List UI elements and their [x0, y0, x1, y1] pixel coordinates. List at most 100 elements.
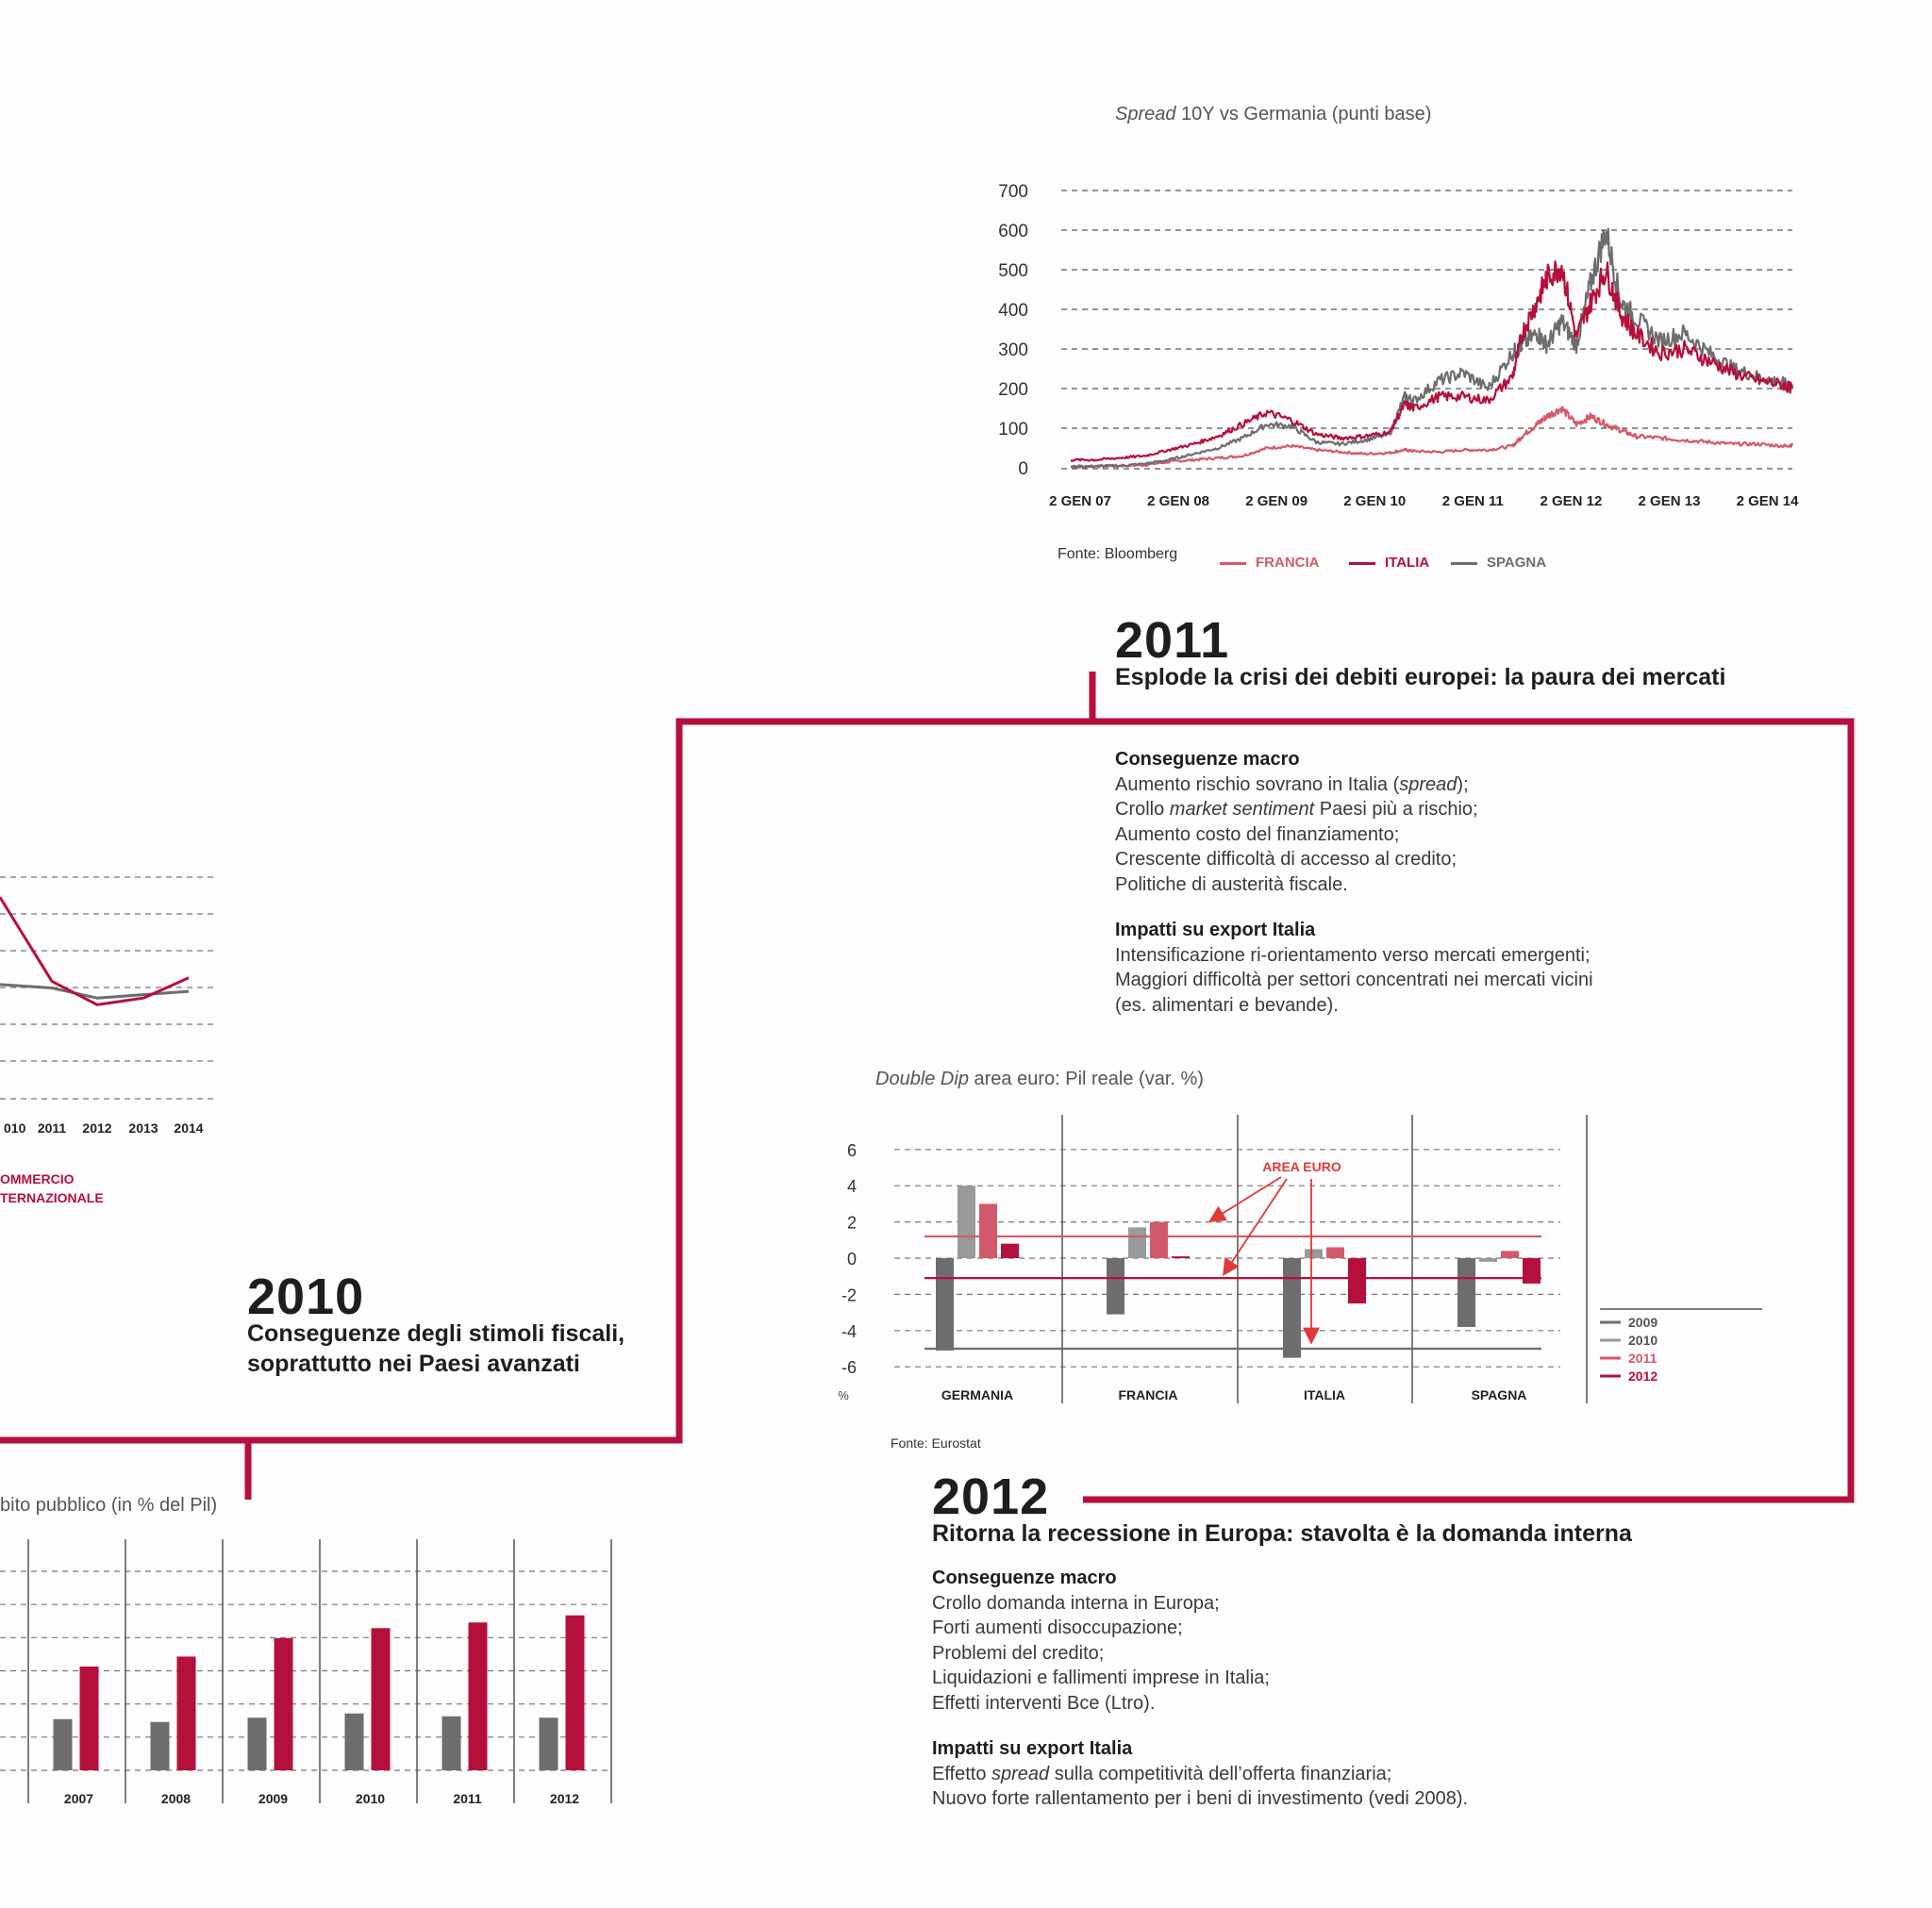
headline-2010: Conseguenze degli stimoli fiscali, sopra…	[247, 1319, 625, 1379]
legend-spagna: SPAGNA	[1451, 555, 1546, 571]
macro-line: Forti aumenti disoccupazione;	[932, 1618, 1183, 1638]
x-tick-label: 2009	[258, 1791, 288, 1806]
y-tick-label: 4	[847, 1177, 857, 1196]
macro-line: Aumento rischio sovrano in Italia (sprea…	[1115, 773, 1469, 795]
y-tick-label: 6	[847, 1141, 857, 1160]
bar-2009	[936, 1258, 954, 1351]
bar-2012	[1348, 1258, 1366, 1303]
x-tick-label: SPAGNA	[1472, 1387, 1527, 1402]
bar-gray	[441, 1716, 461, 1770]
legend-label-2012: 2012	[1628, 1369, 1657, 1384]
headline-2010-line2: soprattutto nei Paesi avanzati	[247, 1351, 580, 1377]
headline-2011: Esplode la crisi dei debiti europei: la …	[1115, 664, 1726, 690]
bar-2012	[1001, 1243, 1019, 1258]
y-tick-label: 500	[998, 261, 1028, 281]
x-tick-label: 2014	[174, 1120, 203, 1136]
headline-2010-line1: Conseguenze degli stimoli fiscali,	[247, 1320, 625, 1347]
bar-gray	[539, 1717, 558, 1770]
year-2012: 2012	[932, 1468, 1050, 1525]
bar-gray	[344, 1713, 364, 1770]
legend-label-2009: 2009	[1628, 1315, 1657, 1330]
bar-crimson	[371, 1628, 391, 1770]
bar-2011	[1326, 1247, 1344, 1258]
bar-2010	[1128, 1227, 1146, 1258]
trade-legend: OMMERCIO TERNAZIONALE	[0, 1170, 104, 1207]
export-line: Effetto spread sulla competitività dell’…	[932, 1763, 1392, 1784]
x-tick-label: 2 GEN 11	[1442, 493, 1504, 509]
export-line: Intensificazione ri-orientamento verso m…	[1115, 944, 1591, 966]
bar-2010	[958, 1186, 975, 1258]
y-tick-label: 0	[1018, 459, 1028, 479]
debt-chart: 2007 2008 2009 2010 2011 2012	[0, 1539, 612, 1806]
trade-legend-line2: TERNAZIONALE	[0, 1190, 104, 1205]
annotation-arrow	[1208, 1176, 1282, 1222]
macro-title-2012: Conseguenze macro	[932, 1568, 1117, 1588]
bar-gray	[150, 1721, 170, 1770]
y-unit-label: %	[838, 1388, 849, 1402]
macro-line: Crollo domanda interna in Europa;	[932, 1592, 1220, 1614]
bar-2010	[1479, 1258, 1497, 1262]
trade-chart: 010 2011 2012 2013 2014	[0, 876, 215, 1136]
series-line-italia	[1070, 259, 1793, 462]
timeline-path	[0, 718, 1855, 1503]
x-tick-label: 2012	[550, 1791, 579, 1806]
headline-2012: Ritorna la recessione in Europa: stavolt…	[932, 1520, 1632, 1547]
year-2011: 2011	[1115, 612, 1230, 669]
macro-line: Crescente difficoltà di accesso al credi…	[1115, 849, 1457, 870]
series-line	[0, 983, 190, 1000]
bar-2009	[1457, 1258, 1475, 1327]
x-tick-label: 2011	[453, 1791, 482, 1806]
bar-crimson	[176, 1656, 196, 1770]
y-tick-label: 2	[847, 1214, 857, 1233]
export-line: Nuovo forte rallentamento per i beni di …	[932, 1788, 1469, 1809]
y-tick-label: 600	[998, 222, 1028, 241]
x-tick-label: 2010	[356, 1791, 385, 1806]
y-tick-label: -4	[841, 1322, 857, 1341]
macro-line: Aumento costo del finanziamento;	[1115, 823, 1400, 845]
debt-chart-title: bito pubblico (in % del Pil)	[0, 1495, 218, 1516]
macro-line: Liquidazioni e fallimenti imprese in Ita…	[932, 1667, 1270, 1688]
annotation-area-euro: AREA EURO	[1262, 1159, 1341, 1174]
bar-gray	[247, 1717, 267, 1770]
x-tick-label: 2007	[64, 1791, 93, 1806]
bar-2009	[1107, 1258, 1124, 1315]
legend-francia: FRANCIA	[1220, 555, 1320, 571]
spread-source: Fonte: Bloomberg	[1058, 546, 1178, 562]
legend-label-2010: 2010	[1628, 1333, 1657, 1348]
x-tick-label: GERMANIA	[941, 1387, 1013, 1402]
macro-line: Problemi del credito;	[932, 1642, 1105, 1664]
series-line-spagna	[1070, 227, 1794, 469]
bar-2012	[1523, 1258, 1541, 1284]
bar-2011	[979, 1203, 997, 1258]
gdp-source: Fonte: Eurostat	[891, 1435, 981, 1451]
series-line	[0, 896, 190, 1006]
bar-crimson	[274, 1637, 293, 1770]
x-tick-label: 2 GEN 07	[1049, 493, 1111, 509]
bar-2010	[1305, 1249, 1323, 1258]
x-tick-label: 2 GEN 13	[1639, 493, 1701, 509]
gdp-chart-title: Double Dip area euro: Pil reale (var. %)	[875, 1069, 1204, 1089]
y-tick-label: 100	[998, 420, 1028, 440]
export-title-2011: Impatti su export Italia	[1115, 920, 1316, 940]
y-tick-label: 0	[847, 1250, 857, 1269]
macro-line: Politiche di austerità fiscale.	[1115, 873, 1348, 895]
x-tick-label: ITALIA	[1304, 1387, 1345, 1402]
legend-swatch	[1220, 561, 1246, 565]
macro-line: Crollo market sentiment Paesi più a risc…	[1115, 799, 1478, 820]
gdp-chart: 6 4 2 0 -2 -4 -6% GERMANIA FRANCIA ITALIA SPAGNA AR…	[838, 1115, 1762, 1403]
bar-2009	[1283, 1258, 1301, 1358]
x-tick-label: FRANCIA	[1119, 1387, 1178, 1402]
bar-2011	[1150, 1221, 1168, 1258]
legend-label-2011: 2011	[1628, 1351, 1657, 1366]
y-tick-label: 300	[998, 340, 1028, 360]
bar-crimson	[468, 1622, 488, 1770]
bar-gray	[53, 1718, 73, 1770]
x-tick-label: 2011	[38, 1120, 67, 1136]
x-tick-label: 2 GEN 14	[1737, 493, 1800, 509]
x-tick-label: 2 GEN 09	[1245, 493, 1307, 509]
x-tick-label: 2008	[161, 1791, 191, 1806]
legend-swatch	[1451, 561, 1477, 565]
x-tick-label: 2 GEN 10	[1343, 493, 1406, 509]
legend-swatch	[1349, 561, 1375, 565]
spread-chart: 0 100 200 300 400 500 600 700 2 GEN 07 2 GEN 08 2 …	[998, 182, 1800, 509]
